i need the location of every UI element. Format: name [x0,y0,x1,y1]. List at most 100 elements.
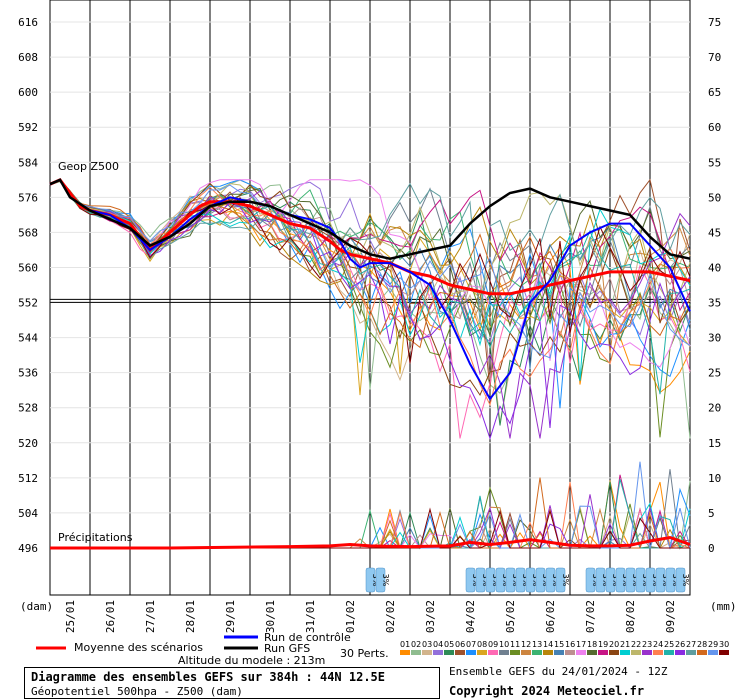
percent-marker: 3% [625,567,640,593]
x-date-label: 26/01 [104,600,117,633]
percent-marker-bg [535,567,546,593]
y-tick-left: 496 [18,542,38,555]
percent-marker-bg [375,567,386,593]
y-tick-right: 75 [708,16,721,29]
member-color-swatch [444,650,454,655]
percent-marker-bg [585,567,596,593]
percent-marker: 3% [475,567,490,593]
y-unit-left: (dam) [20,600,53,613]
member-color-swatch [697,650,707,655]
mean-precip-line [50,535,691,550]
percent-marker-text: 3% [671,574,680,587]
member-color-swatch [488,650,498,655]
percent-marker-text: 3% [551,574,560,587]
member-number: 12 [521,640,531,649]
member-color-swatch [653,650,663,655]
ensemble-member-line [49,179,691,439]
percent-marker-text: 3% [531,574,540,587]
percent-marker-bg [605,567,616,593]
percent-marker-text: 3% [371,574,380,587]
percent-marker: 3% [675,567,690,593]
y-tick-left: 616 [18,16,38,29]
member-number: 10 [499,640,509,649]
y-tick-left: 608 [18,51,38,64]
percent-marker: 3% [535,567,550,593]
member-color-swatch [565,650,575,655]
member-number: 19 [598,640,608,649]
y-tick-left: 592 [18,121,38,134]
member-color-swatch [609,650,619,655]
member-number: 23 [642,640,652,649]
member-color-swatch [719,650,729,655]
percent-marker-bg [515,567,526,593]
control-run-line [49,178,691,401]
x-date-label: 04/02 [464,600,477,633]
legend-gfs-label: Run GFS [264,642,310,655]
member-color-swatch [422,650,432,655]
member-color-swatch [576,650,586,655]
member-color-swatch [631,650,641,655]
ensemble-member-line [49,179,691,441]
member-color-swatch [664,650,674,655]
y-tick-right: 5 [708,507,715,520]
x-date-label: 06/02 [544,600,557,633]
member-number: 30 [719,640,729,649]
y-tick-right: 35 [708,297,721,310]
legend-control-label: Run de contrôle [264,631,351,644]
member-number: 01 [400,640,410,649]
y-tick-left: 600 [18,86,38,99]
member-color-swatch [400,650,410,655]
y-tick-right: 30 [708,332,721,345]
member-color-swatch [433,650,443,655]
ensemble-member-line [49,178,691,389]
member-number: 17 [576,640,586,649]
percent-marker-bg [655,567,666,593]
y-tick-left: 560 [18,261,38,274]
member-color-swatch [499,650,509,655]
y-tick-right: 15 [708,437,721,450]
member-number: 11 [510,640,520,649]
y-tick-right: 55 [708,156,721,169]
member-number: 14 [543,640,553,649]
percent-marker-bg [525,567,536,593]
x-date-label: 09/02 [664,600,677,633]
percent-marker-bg [485,567,496,593]
percent-marker-text: 3% [681,574,690,587]
member-number: 29 [708,640,718,649]
member-color-swatch [620,650,630,655]
member-color-swatch [532,650,542,655]
altitude-label: Altitude du modele : 213m [178,654,326,667]
percent-marker-bg [475,567,486,593]
x-date-label: 30/01 [264,600,277,633]
percent-marker-text: 3% [631,574,640,587]
percent-marker-text: 3% [601,574,610,587]
x-date-label: 08/02 [624,600,637,633]
member-number: 27 [686,640,696,649]
percent-marker: 3% [545,567,560,593]
member-color-swatch [708,650,718,655]
run-info: Ensemble GEFS du 24/01/2024 - 12Z [449,665,668,678]
member-number: 15 [554,640,564,649]
y-tick-right: 50 [708,191,721,204]
member-number: 22 [631,640,641,649]
x-date-label: 07/02 [584,600,597,633]
x-date-label: 02/02 [384,600,397,633]
y-tick-right: 60 [708,121,721,134]
percent-marker-bg [615,567,626,593]
member-number: 04 [433,640,443,649]
percent-marker-bg [595,567,606,593]
percent-marker: 3% [555,567,570,593]
y-tick-right: 70 [708,51,721,64]
x-date-label: 25/01 [64,600,77,633]
y-tick-left: 528 [18,402,38,415]
y-tick-right: 0 [708,542,715,555]
y-unit-right: (mm) [710,600,737,613]
member-number: 16 [565,640,575,649]
member-color-swatch [598,650,608,655]
y-tick-left: 520 [18,437,38,450]
precip-label: Précipitations [58,531,133,544]
percent-marker-text: 3% [511,574,520,587]
member-number: 08 [477,640,487,649]
legend-mean-label: Moyenne des scénarios [74,641,203,654]
